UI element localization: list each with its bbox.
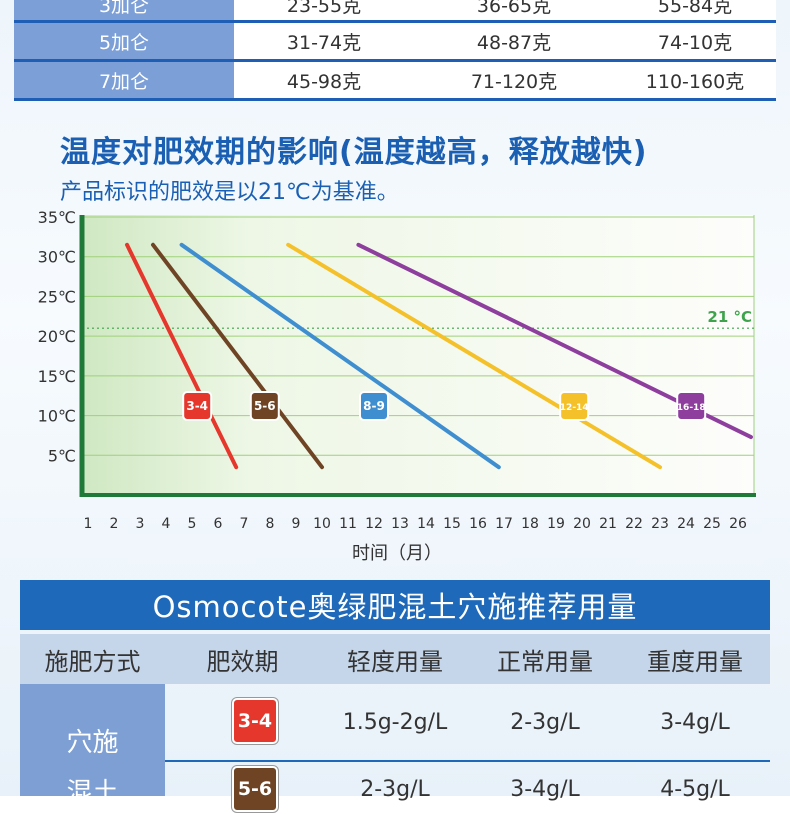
table-row: 5加仑 31-74克 48-87克 74-10克: [14, 23, 776, 59]
x-tick-label: 9: [292, 516, 301, 532]
x-tick-label: 13: [391, 516, 409, 532]
table-row: 3加仑 23-55克 36-65克 55-84克: [14, 0, 776, 22]
release-badge: 3-4: [232, 698, 278, 744]
x-tick-label: 18: [521, 516, 539, 532]
series-badge: [359, 391, 389, 422]
table-header-row: 施肥方式 肥效期 轻度用量 正常用量 重度用量: [20, 634, 770, 684]
x-tick-label: 7: [240, 516, 249, 532]
x-tick-label: 6: [214, 516, 223, 532]
table-cell: 55-84克: [614, 0, 776, 22]
column-header: 轻度用量: [347, 647, 443, 676]
series-badge-label: 12-14: [560, 403, 589, 413]
chart-subtitle: 产品标识的肥效是以21℃为基准。: [60, 180, 399, 205]
x-tick-label: 1: [84, 516, 93, 532]
table-cell: 3-4g/L: [510, 776, 580, 802]
series-line: [179, 242, 501, 470]
table-cell: 3-4g/L: [660, 709, 730, 735]
series-line: [286, 242, 662, 470]
table-cell: 4-5g/L: [660, 776, 730, 802]
plot-area: [82, 215, 754, 495]
row-divider: [14, 20, 776, 23]
table-cell: 31-74克: [234, 23, 414, 59]
y-tick-label: 5℃: [48, 446, 76, 465]
method-cell: [20, 684, 165, 796]
x-tick-label: 8: [266, 516, 275, 532]
x-tick-label: 15: [443, 516, 461, 532]
column-header: 重度用量: [647, 647, 743, 676]
x-tick-label: 16: [469, 516, 487, 532]
chart-title: 温度对肥效期的影响(温度越高，释放越快): [60, 135, 648, 170]
row-label: 5加仑: [14, 23, 234, 59]
y-tick-label: 25℃: [38, 287, 76, 306]
table-cell: 2-3g/L: [360, 776, 430, 802]
table-row: 7加仑 45-98克 71-120克 110-160克: [14, 62, 776, 98]
x-tick-label: 25: [703, 516, 721, 532]
series-badge-label: 3-4: [186, 399, 208, 413]
x-axis-title: 时间（月）: [352, 543, 442, 564]
row-divider: [165, 760, 770, 762]
table-cell: 74-10克: [614, 23, 776, 59]
y-tick-label: 35℃: [38, 208, 76, 227]
row-label: 3加仑: [14, 0, 234, 22]
x-tick-label: 12: [365, 516, 383, 532]
series-badge: [559, 391, 590, 422]
table-cell: 71-120克: [414, 62, 614, 98]
x-tick-label: 2: [110, 516, 119, 532]
x-tick-label: 24: [677, 516, 695, 532]
x-tick-label: 14: [417, 516, 435, 532]
x-tick-label: 3: [136, 516, 145, 532]
row-divider: [14, 98, 776, 101]
x-tick-label: 10: [313, 516, 331, 532]
method-label: 混土: [66, 778, 119, 808]
series-badge-label: 5-6: [254, 399, 276, 413]
series-badge: [182, 391, 213, 422]
series-badge: [249, 391, 280, 422]
series-line: [125, 242, 239, 470]
x-tick-label: 5: [188, 516, 197, 532]
x-tick-label: 21: [599, 516, 617, 532]
x-tick-label: 19: [547, 516, 565, 532]
x-tick-label: 17: [495, 516, 513, 532]
table-cell: 45-98克: [234, 62, 414, 98]
row-divider: [14, 59, 776, 62]
x-tick-label: 26: [729, 516, 747, 532]
table-cell: 48-87克: [414, 23, 614, 59]
y-tick-label: 30℃: [38, 248, 76, 267]
temperature-chart: 3-4 5-6 8-9 12-14 16-18 35℃ 30℃ 25℃ 20℃ 15℃ 10℃ 5℃…: [38, 208, 756, 532]
series-badge-label: 8-9: [363, 399, 385, 413]
x-tick-label: 11: [339, 516, 357, 532]
row-label: 7加仑: [14, 62, 234, 98]
x-tick-label: 4: [162, 516, 171, 532]
table-cell: 2-3g/L: [510, 709, 580, 735]
release-badge: 5-6: [232, 766, 278, 812]
y-tick-label: 20℃: [38, 327, 76, 346]
method-label: 穴施: [66, 728, 119, 758]
x-tick-label: 20: [573, 516, 591, 532]
table-cell: 1.5g-2g/L: [342, 709, 448, 735]
table-cell: 36-65克: [414, 0, 614, 22]
x-tick-label: 23: [651, 516, 669, 532]
series-badge: [676, 391, 707, 422]
reference-line-label: 21 °C: [707, 308, 752, 326]
recommendation-table-title: Osmocote奥绿肥混土穴施推荐用量: [20, 580, 770, 630]
column-header: 正常用量: [497, 647, 593, 676]
y-tick-label: 10℃: [38, 407, 76, 426]
y-tick-label: 15℃: [38, 367, 76, 386]
column-header: 肥效期: [206, 647, 279, 676]
series-badge-label: 16-18: [677, 403, 706, 413]
series-line: [151, 242, 324, 470]
x-tick-label: 22: [625, 516, 643, 532]
table-cell: 110-160克: [614, 62, 776, 98]
column-header: 施肥方式: [44, 647, 141, 676]
table-cell: 23-55克: [234, 0, 414, 22]
